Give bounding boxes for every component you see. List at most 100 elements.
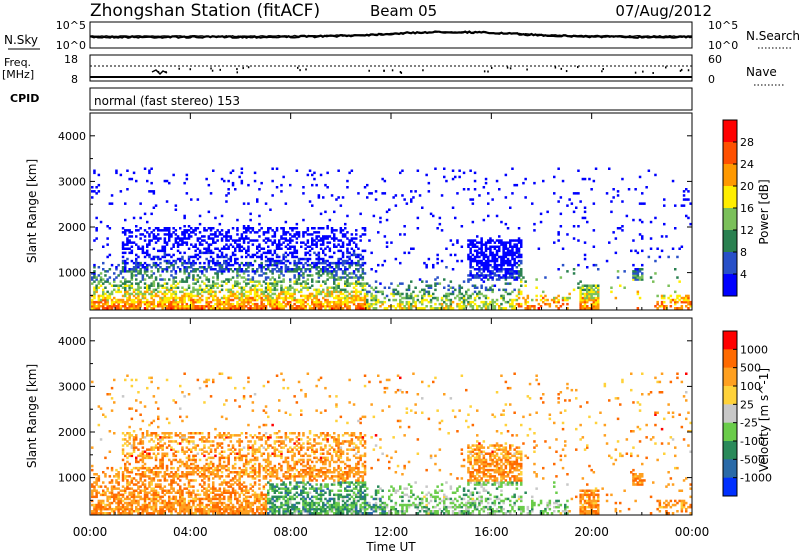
velocity-cell (143, 466, 147, 470)
power-cell (231, 294, 235, 298)
power-cell (253, 302, 257, 306)
power-cell (348, 255, 351, 259)
power-cell (247, 225, 250, 228)
power-cell (179, 307, 182, 310)
power-cell (311, 278, 314, 281)
power-cell (297, 233, 301, 236)
freq-spike (211, 69, 214, 72)
freq-spike (687, 69, 690, 72)
power-cell (280, 307, 283, 310)
power-cell (473, 302, 477, 306)
power-cell (335, 300, 338, 304)
power-cell (361, 249, 365, 253)
power-cell (311, 173, 314, 177)
power-cell (240, 249, 244, 253)
power-cell (157, 263, 160, 267)
velocity-cell (165, 452, 169, 455)
power-cell (190, 231, 193, 234)
power-cell (198, 243, 202, 246)
power-cell (183, 292, 186, 296)
power-cell (124, 266, 127, 269)
velocity-cell (91, 499, 94, 503)
power-cell (498, 239, 501, 242)
velocity-cell (130, 481, 134, 484)
velocity-cell (172, 507, 175, 511)
velocity-cell (141, 456, 145, 460)
power-cell (284, 286, 288, 289)
velocity-cell (159, 460, 162, 464)
power-cell (520, 261, 523, 265)
power-cell (146, 290, 149, 294)
power-cell (403, 225, 406, 228)
power-cell (311, 266, 314, 269)
power-cell (242, 305, 246, 308)
power-cell (183, 251, 186, 255)
power-cell (502, 274, 505, 277)
velocity-cell (207, 475, 211, 478)
velocity-cell (168, 497, 171, 501)
power-cell (654, 173, 657, 177)
power-cell (135, 259, 138, 263)
power-cell (509, 302, 512, 306)
power-cell (165, 241, 169, 244)
velocity-cell (161, 446, 164, 449)
velocity-cell (161, 436, 164, 439)
power-cell (231, 292, 235, 296)
power-cell (638, 175, 642, 179)
power-cell (460, 292, 464, 296)
power-cell (220, 247, 224, 250)
power-cell (91, 300, 94, 304)
power-cell (590, 294, 593, 298)
power-cell (245, 261, 248, 265)
power-cell (165, 253, 169, 257)
power-cell (326, 259, 329, 263)
power-cell (381, 300, 384, 304)
velocity-cell (179, 407, 182, 410)
power-cell (181, 296, 184, 300)
power-cell (619, 284, 622, 287)
velocity-cell (161, 466, 164, 470)
power-cell (135, 270, 138, 273)
power-cell (183, 181, 186, 185)
power-cell (300, 288, 303, 292)
power-cell (187, 305, 191, 308)
velocity-cell (174, 510, 178, 513)
power-cell (346, 243, 349, 246)
power-cell (253, 290, 257, 294)
power-cell (227, 268, 230, 271)
power-cell (374, 270, 378, 273)
power-cell (333, 210, 336, 214)
power-cell (511, 247, 514, 250)
power-cell (295, 268, 299, 271)
power-cell (311, 300, 314, 304)
velocity-cell (198, 493, 202, 497)
power-cell (286, 253, 290, 257)
velocity-cell (148, 485, 151, 488)
power-cell (680, 296, 684, 300)
power-cell (176, 296, 180, 300)
power-cell (566, 233, 569, 236)
power-cell (159, 229, 162, 232)
power-cell (674, 204, 677, 207)
power-cell (295, 307, 299, 310)
power-cell (539, 220, 543, 224)
velocity-cell (157, 495, 160, 499)
power-cell (592, 263, 596, 267)
velocity-cell (110, 501, 114, 505)
velocity-cell (172, 497, 175, 501)
power-cell (172, 292, 175, 296)
velocity-cell (95, 507, 98, 511)
power-cell (319, 247, 323, 250)
power-cell (214, 302, 217, 306)
power-cell (577, 286, 580, 289)
power-cell (388, 208, 391, 211)
power-cell (267, 257, 270, 261)
velocity-cell (143, 456, 147, 460)
power-colorbar-swatch (723, 230, 737, 253)
power-cell (218, 298, 222, 302)
power-cell (493, 284, 497, 287)
power-cell (313, 251, 316, 255)
power-cell (231, 239, 235, 242)
power-cell (247, 302, 250, 306)
power-cell (282, 233, 285, 236)
